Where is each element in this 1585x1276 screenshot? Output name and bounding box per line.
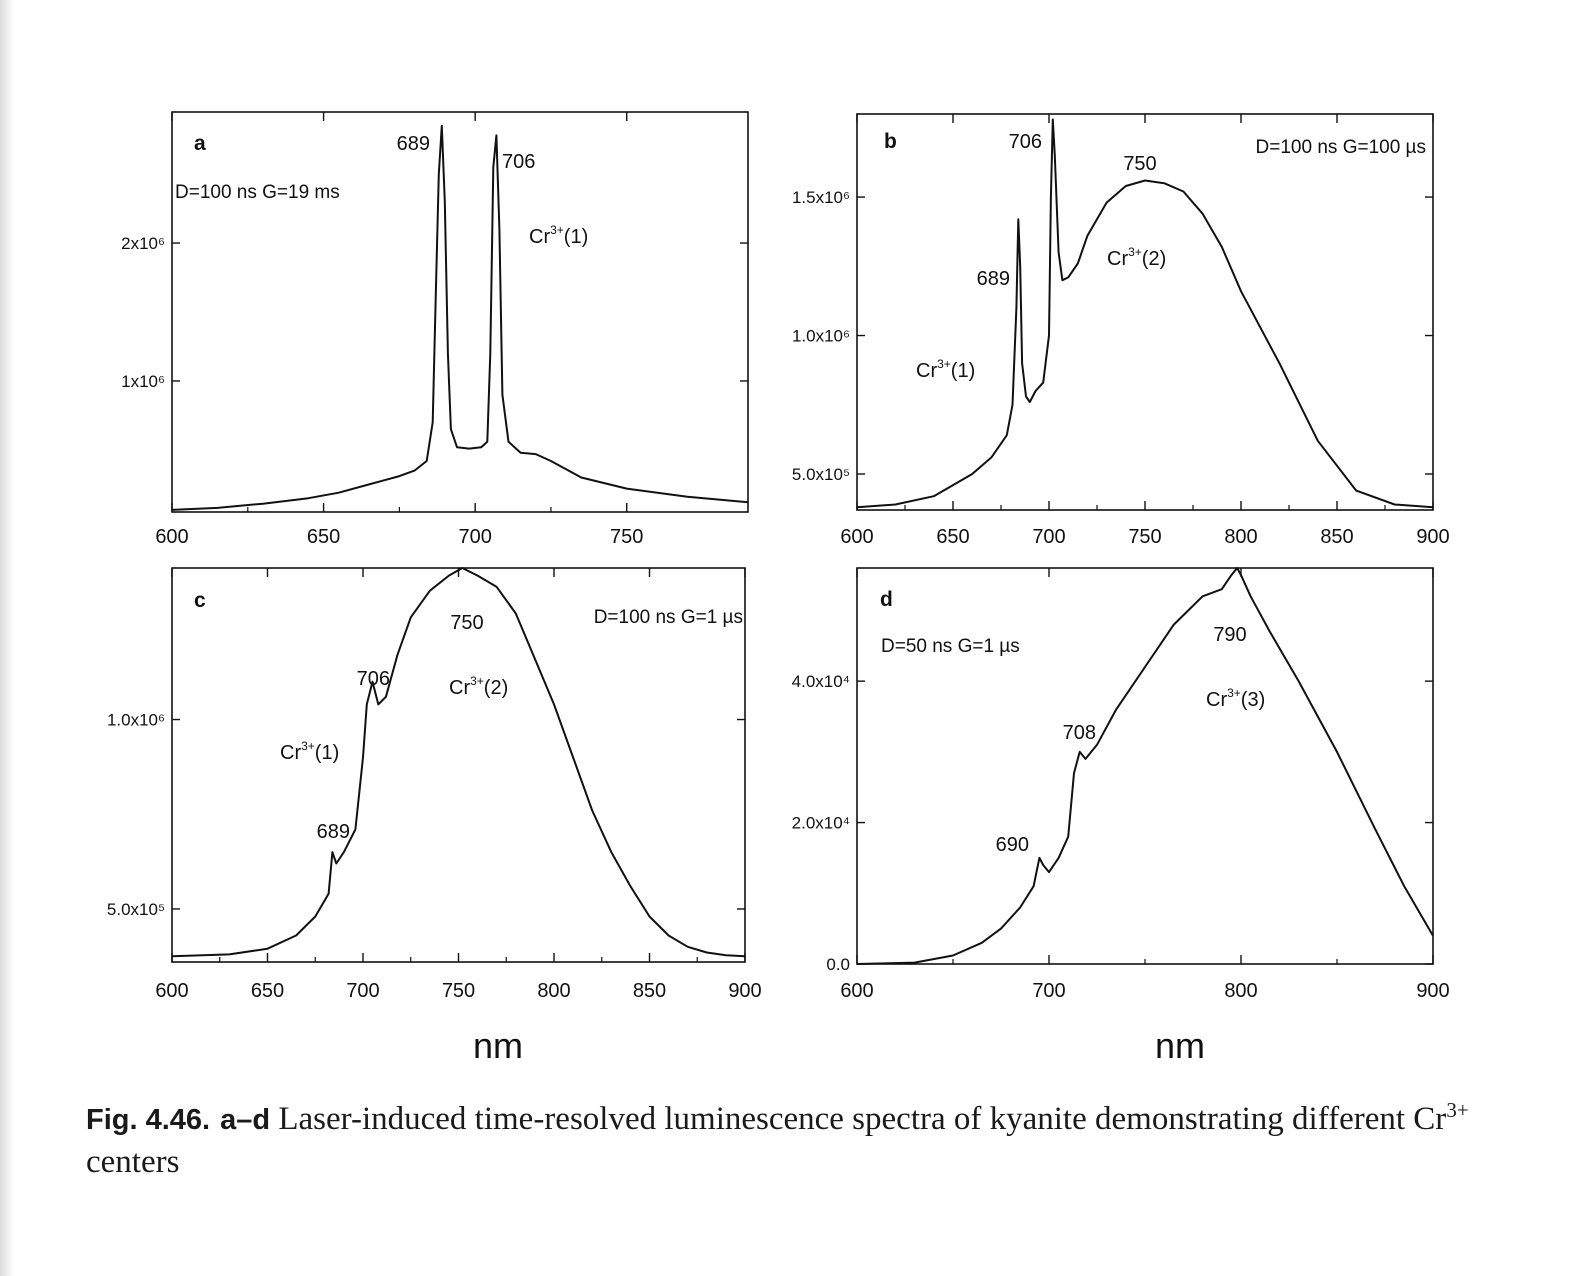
caption-figure-number: Fig. 4.46.: [86, 1104, 211, 1136]
peak-label: 790: [1213, 624, 1246, 646]
peak-label: 706: [357, 668, 390, 690]
x-tick-label: 700: [1032, 526, 1065, 548]
figure-caption: Fig. 4.46. a–d Laser-induced time-resolve…: [86, 1098, 1506, 1183]
acquisition-condition: D=100 ns G=100 µs: [1256, 137, 1426, 158]
x-tick-label: 750: [610, 526, 643, 548]
x-tick-label: 750: [1128, 526, 1161, 548]
caption-panels: a–d: [220, 1104, 271, 1136]
spectrum-line-d: [856, 567, 1434, 965]
peak-label: 689: [317, 821, 350, 843]
panel-a: 600 650 700 750 1x10⁶ 2x10⁶ a D=100 ns G=19 ms 6…: [121, 111, 749, 548]
x-tick-label: 800: [537, 980, 570, 1002]
x-tick-label: 700: [458, 526, 491, 548]
x-tick-label: 600: [840, 980, 873, 1002]
acquisition-condition: D=50 ns G=1 µs: [881, 636, 1020, 657]
y-tick-label: 4.0x10⁴: [792, 672, 850, 691]
x-tick-label: 600: [840, 526, 873, 548]
peak-label: 750: [1123, 153, 1156, 175]
x-tick-label: 650: [936, 526, 969, 548]
y-tick-label: 2x10⁶: [121, 234, 165, 253]
x-tick-label: 600: [155, 526, 188, 548]
spectrum-line-a: [171, 124, 749, 511]
x-tick-label: 900: [1416, 980, 1449, 1002]
center-label: Cr3+(3): [1206, 686, 1265, 711]
peak-label: 708: [1063, 722, 1096, 744]
spectrum-line-c: [171, 567, 746, 958]
x-tick-label: 850: [633, 980, 666, 1002]
panel-label: a: [194, 132, 206, 155]
center-label: Cr3+(1): [916, 357, 975, 382]
panel-d: 600 700 800 900 0.0 2.0x10⁴ 4.0x10⁴ d D=50 ns G=…: [792, 567, 1450, 1002]
x-axis-label-right: nm: [1155, 1025, 1205, 1066]
panel-label: d: [880, 588, 893, 611]
page-edge-shadow: [0, 0, 14, 1276]
panel-b: 600 650 700 750 800 850 900 5.0x10⁵ 1.0x10⁶ 1.5x1…: [792, 113, 1450, 548]
x-tick-label: 800: [1224, 980, 1257, 1002]
peak-label: 689: [977, 268, 1010, 290]
y-tick-label: 5.0x10⁵: [792, 465, 850, 484]
panel-label: c: [194, 589, 206, 612]
y-tick-label: 1.5x10⁶: [792, 188, 850, 207]
caption-superscript: 3+: [1446, 1098, 1469, 1122]
y-tick-label: 2.0x10⁴: [792, 814, 850, 833]
x-axis-label-left: nm: [473, 1025, 523, 1066]
caption-text: Laser-induced time-resolved luminescence…: [278, 1101, 1447, 1137]
x-tick-label: 800: [1224, 526, 1257, 548]
y-tick-label: 1x10⁶: [121, 372, 165, 391]
x-tick-label: 600: [155, 980, 188, 1002]
x-tick-label: 650: [307, 526, 340, 548]
y-tick-label: 1.0x10⁶: [107, 711, 165, 730]
x-tick-label: 750: [442, 980, 475, 1002]
center-label: Cr3+(2): [1107, 245, 1166, 270]
center-label: Cr3+(1): [529, 223, 588, 248]
caption-text-end: centers: [86, 1144, 180, 1180]
acquisition-condition: D=100 ns G=19 ms: [175, 182, 340, 203]
center-label: Cr3+(2): [449, 674, 508, 699]
y-tick-label: 5.0x10⁵: [107, 900, 165, 919]
x-tick-label: 700: [346, 980, 379, 1002]
x-tick-label: 850: [1320, 526, 1353, 548]
panel-c: 600 650 700 750 800 850 900 5.0x10⁵ 1.0x10⁶ c D=10…: [107, 567, 762, 1002]
y-tick-label: 1.0x10⁶: [792, 327, 850, 346]
peak-label: 689: [397, 133, 430, 155]
x-tick-label: 650: [251, 980, 284, 1002]
x-tick-label: 900: [728, 980, 761, 1002]
y-tick-label: 0.0: [826, 955, 850, 974]
panel-label: b: [884, 130, 897, 153]
peak-label: 706: [502, 151, 535, 173]
plot-frame-a: [171, 111, 749, 513]
plot-frame-d: [856, 567, 1434, 965]
acquisition-condition: D=100 ns G=1 µs: [594, 607, 743, 628]
x-tick-label: 900: [1416, 526, 1449, 548]
x-tick-label: 700: [1032, 980, 1065, 1002]
spectrum-line-b: [856, 118, 1434, 509]
peak-label: 750: [450, 612, 483, 634]
peak-label: 690: [996, 834, 1029, 856]
peak-label: 706: [1009, 131, 1042, 153]
center-label: Cr3+(1): [280, 739, 339, 764]
